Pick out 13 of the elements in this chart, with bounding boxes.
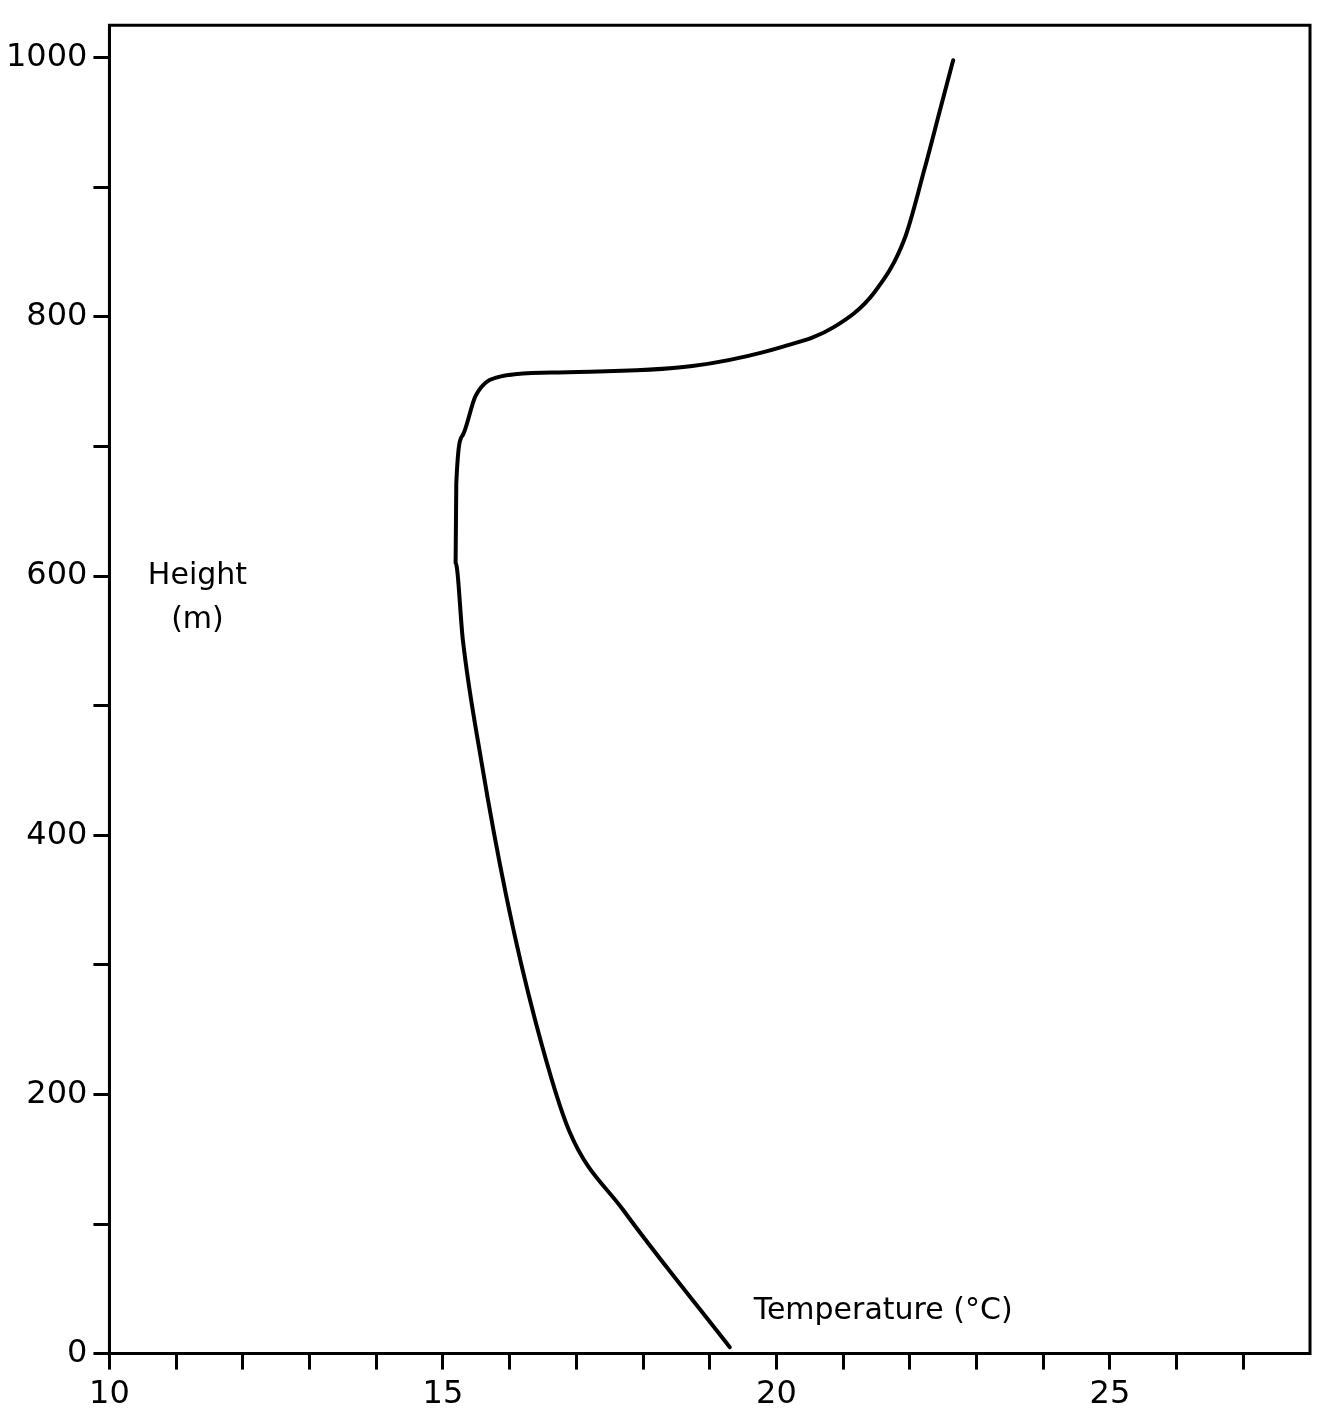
x-tick-label: 20 [756, 1373, 797, 1412]
y-tick-label: 800 [26, 295, 88, 334]
x-tick-label: 15 [422, 1373, 464, 1412]
line-series [453, 58, 956, 1350]
y-tick-label: 1000 [6, 35, 88, 74]
y-tick-label: 0 [67, 1331, 88, 1370]
y-tick-label: 200 [26, 1072, 88, 1111]
y-tick-label: 600 [26, 554, 88, 593]
x-axis-title: Temperature (°C) [752, 1290, 1013, 1326]
y-tick-label: 400 [26, 813, 88, 852]
x-tick-label: 10 [89, 1373, 130, 1412]
y-axis-title: Height (m) [147, 555, 248, 635]
x-tick-label: 25 [1089, 1373, 1131, 1412]
